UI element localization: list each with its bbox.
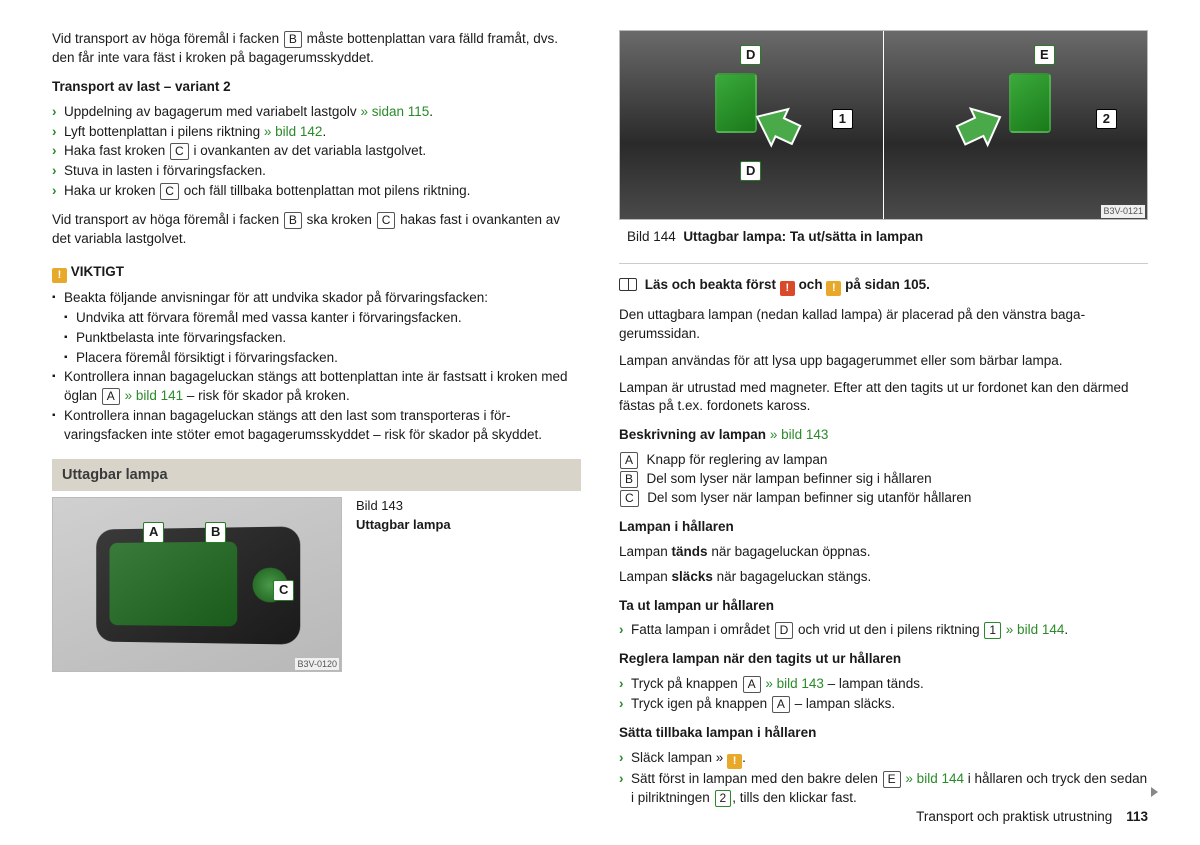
figure-144-caption: Bild 144 Uttagbar lampa: Ta ut/sätta in … — [627, 228, 1148, 247]
warning-icon: ! — [52, 268, 67, 283]
tag-a: A — [143, 522, 164, 542]
tag-e: E — [1034, 45, 1055, 65]
tag-b: B — [205, 522, 226, 542]
instruction-list: Fatta lampan i området D och vrid ut den… — [619, 621, 1148, 640]
key-a: A — [620, 452, 638, 469]
key-c: C — [160, 183, 179, 200]
paragraph: Lampan är utrustad med magneter. Efter a… — [619, 379, 1148, 417]
subheading-holder: Lampan i hållaren — [619, 518, 1148, 537]
instruction-list: Uppdelning av bagagerum med variabelt la… — [52, 103, 581, 201]
warning-yellow-icon: ! — [826, 281, 841, 296]
important-sublist: Undvika att förvara föremål med vassa ka… — [52, 309, 581, 368]
subheading-remove: Ta ut lampan ur hållaren — [619, 597, 1148, 616]
paragraph: Lampan användas för att lysa upp bagager… — [619, 352, 1148, 371]
key-c: C — [170, 143, 189, 160]
page-footer: Transport och praktisk utrustning113 — [916, 808, 1148, 827]
key-b: B — [284, 31, 302, 48]
key-d: D — [775, 622, 794, 639]
tag-d: D — [740, 45, 761, 65]
paragraph: Lampan tänds när bagageluckan öppnas. — [619, 543, 1148, 562]
arrow-icon — [750, 96, 805, 151]
book-icon — [619, 278, 637, 291]
key-b: B — [620, 471, 638, 488]
key-b: B — [284, 212, 302, 229]
legend-list: A Knapp för reglering av lampan B Del so… — [619, 451, 1148, 508]
read-first: Läs och beakta först ! och ! på sidan 10… — [619, 276, 1148, 296]
key-a: A — [102, 388, 120, 405]
figure-143: A B C B3V-0120 — [52, 497, 342, 672]
key-c: C — [377, 212, 396, 229]
warning-icon: ! — [727, 754, 742, 769]
tag-2: 2 — [1096, 109, 1117, 129]
important-heading: ! VIKTIGT — [52, 263, 581, 283]
subheading-description: Beskrivning av lampan » bild 143 — [619, 426, 1148, 445]
tag-c: C — [273, 580, 294, 600]
tag-1: 1 — [832, 109, 853, 129]
key-1: 1 — [984, 622, 1001, 639]
important-list: Kontrollera innan bagageluckan stängs at… — [52, 368, 581, 445]
photo-id: B3V-0120 — [295, 658, 339, 671]
figure-144: D D 1 E 2 B3V-0121 — [619, 30, 1148, 220]
key-a: A — [772, 696, 790, 713]
key-e: E — [883, 771, 901, 788]
instruction-list: Tryck på knappen A » bild 143 – lampan t… — [619, 675, 1148, 714]
tag-d: D — [740, 161, 761, 181]
key-c: C — [620, 490, 639, 507]
subheading-transport: Transport av last – variant 2 — [52, 78, 581, 97]
warning-red-icon: ! — [780, 281, 795, 296]
section-heading-lamp: Uttagbar lampa — [52, 459, 581, 491]
paragraph: Vid transport av höga föremål i facken B… — [52, 30, 581, 68]
key-a: A — [743, 676, 761, 693]
important-list: Beakta följande anvisningar för att undv… — [52, 289, 581, 308]
paragraph: Lampan släcks när bagageluckan stängs. — [619, 568, 1148, 587]
subheading-replace: Sätta tillbaka lampan i hållaren — [619, 724, 1148, 743]
subheading-regulate: Reglera lampan när den tagits ut ur håll… — [619, 650, 1148, 669]
photo-id: B3V-0121 — [1101, 205, 1145, 218]
continue-arrow-icon — [1151, 787, 1158, 797]
arrow-icon — [954, 96, 1009, 151]
key-2: 2 — [715, 790, 732, 807]
figure-143-caption: Bild 143 Uttagbar lampa — [356, 497, 451, 672]
instruction-list: Släck lampan » !. Sätt först in lampan m… — [619, 749, 1148, 808]
paragraph: Den uttagbara lampan (nedan kallad lampa… — [619, 306, 1148, 344]
paragraph: Vid transport av höga föremål i facken B… — [52, 211, 581, 249]
